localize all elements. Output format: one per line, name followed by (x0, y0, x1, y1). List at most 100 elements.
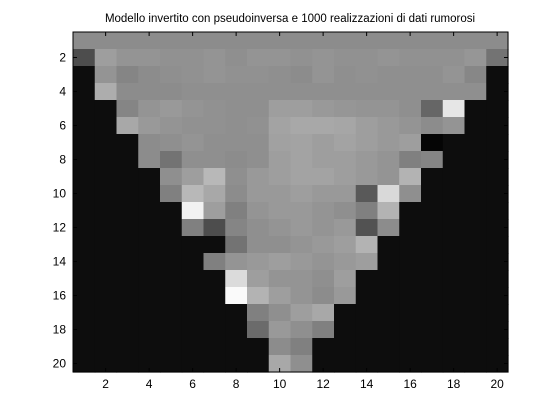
heatmap-cell-r14-c7 (203, 253, 226, 271)
heatmap-cell-r8-c18 (442, 151, 466, 169)
heatmap-cell-r15-c9 (247, 270, 270, 288)
heatmap-cell-r7-c5 (160, 134, 183, 152)
heatmap-cell-r18-c11 (290, 321, 313, 339)
heatmap-cell-r16-c4 (138, 287, 161, 305)
heatmap-cell-r9-c9 (247, 168, 270, 186)
heatmap-cell-r15-c8 (225, 270, 248, 288)
heatmap-cell-r19-c10 (268, 338, 292, 356)
heatmap-cell-r11-c11 (290, 202, 313, 220)
y-tick-label: 10 (53, 187, 67, 201)
heatmap-cell-r5-c4 (138, 100, 161, 118)
heatmap-cell-r15-c7 (203, 270, 226, 288)
heatmap-cell-r15-c19 (464, 270, 487, 288)
heatmap-cell-r16-c18 (442, 287, 466, 305)
heatmap-cell-r4-c4 (138, 83, 161, 101)
heatmap-cell-r20-c2 (94, 355, 118, 373)
heatmap-cell-r18-c13 (334, 321, 357, 339)
heatmap-cell-r11-c3 (116, 202, 139, 220)
heatmap-cell-r18-c14 (355, 321, 379, 339)
x-tick-label: 12 (316, 377, 330, 391)
heatmap-cell-r1-c7 (203, 32, 226, 50)
heatmap-cell-r9-c2 (94, 168, 118, 186)
heatmap-cell-r19-c7 (203, 338, 226, 356)
heatmap-cell-r6-c9 (247, 117, 270, 135)
heatmap-cell-r9-c13 (334, 168, 357, 186)
heatmap-cell-r18-c20 (486, 321, 509, 339)
heatmap-cell-r1-c6 (181, 32, 205, 50)
x-tick-label: 16 (403, 377, 417, 391)
heatmap-cell-r16-c20 (486, 287, 509, 305)
heatmap-cell-r11-c4 (138, 202, 161, 220)
heatmap-cell-r20-c10 (268, 355, 292, 373)
heatmap-cell-r17-c3 (116, 304, 139, 322)
heatmap-cell-r15-c5 (160, 270, 183, 288)
heatmap-cell-r11-c8 (225, 202, 248, 220)
heatmap-cell-r13-c19 (464, 236, 487, 254)
heatmap-cell-r8-c8 (225, 151, 248, 169)
heatmap-cell-r6-c20 (486, 117, 509, 135)
heatmap-cell-r20-c14 (355, 355, 379, 373)
heatmap-cell-r3-c5 (160, 66, 183, 84)
heatmap-cell-r7-c9 (247, 134, 270, 152)
heatmap-cell-r9-c12 (312, 168, 335, 186)
heatmap-cell-r16-c9 (247, 287, 270, 305)
heatmap-cell-r18-c1 (73, 321, 96, 339)
heatmap-cell-r12-c9 (247, 219, 270, 237)
heatmap-cell-r4-c3 (116, 83, 139, 101)
heatmap-cell-r4-c15 (377, 83, 400, 101)
heatmap-cell-r7-c18 (442, 134, 466, 152)
heatmap-cell-r17-c14 (355, 304, 379, 322)
heatmap-cell-r18-c8 (225, 321, 248, 339)
heatmap-cell-r1-c11 (290, 32, 313, 50)
heatmap-cell-r12-c10 (268, 219, 292, 237)
heatmap-cell-r3-c6 (181, 66, 205, 84)
heatmap-cell-r16-c19 (464, 287, 487, 305)
heatmap-cell-r13-c14 (355, 236, 379, 254)
heatmap-cell-r6-c6 (181, 117, 205, 135)
y-tick-label: 18 (53, 323, 67, 337)
heatmap-cell-r18-c4 (138, 321, 161, 339)
heatmap-cell-r11-c17 (421, 202, 444, 220)
heatmap-cell-r14-c11 (290, 253, 313, 271)
heatmap-cell-r2-c7 (203, 49, 226, 67)
heatmap-cell-r12-c11 (290, 219, 313, 237)
heatmap-cell-r6-c13 (334, 117, 357, 135)
heatmap-cell-r7-c19 (464, 134, 487, 152)
heatmap-cell-r10-c2 (94, 185, 118, 203)
heatmap-cell-r9-c17 (421, 168, 444, 186)
heatmap-cell-r17-c1 (73, 304, 96, 322)
heatmap-cell-r8-c5 (160, 151, 183, 169)
heatmap-cell-r15-c18 (442, 270, 466, 288)
heatmap-cell-r6-c12 (312, 117, 335, 135)
heatmap-cell-r5-c6 (181, 100, 205, 118)
heatmap-cell-r14-c10 (268, 253, 292, 271)
heatmap-cell-r8-c7 (203, 151, 226, 169)
heatmap-cell-r1-c3 (116, 32, 139, 50)
heatmap-cell-r19-c2 (94, 338, 118, 356)
heatmap-cell-r5-c11 (290, 100, 313, 118)
heatmap-cell-r1-c16 (399, 32, 422, 50)
y-tick-label: 8 (59, 153, 66, 167)
heatmap-cell-r19-c9 (247, 338, 270, 356)
heatmap-cell-r20-c20 (486, 355, 509, 373)
heatmap-cell-r19-c19 (464, 338, 487, 356)
y-tick-label: 6 (59, 119, 66, 133)
heatmap-cell-r20-c12 (312, 355, 335, 373)
heatmap-cell-r10-c13 (334, 185, 357, 203)
heatmap-cell-r20-c3 (116, 355, 139, 373)
heatmap-cell-r3-c10 (268, 66, 292, 84)
heatmap-cell-r4-c7 (203, 83, 226, 101)
heatmap-cell-r19-c20 (486, 338, 509, 356)
heatmap-cell-r18-c19 (464, 321, 487, 339)
heatmap-cell-r8-c12 (312, 151, 335, 169)
heatmap-cell-r6-c19 (464, 117, 487, 135)
heatmap-cell-r10-c15 (377, 185, 400, 203)
x-tick-label: 4 (146, 377, 153, 391)
heatmap-cell-r2-c14 (355, 49, 379, 67)
heatmap-cell-r13-c3 (116, 236, 139, 254)
heatmap-cell-r8-c20 (486, 151, 509, 169)
heatmap-cell-r1-c4 (138, 32, 161, 50)
heatmap-cell-r7-c15 (377, 134, 400, 152)
heatmap-cell-r5-c3 (116, 100, 139, 118)
heatmap-cell-r3-c20 (486, 66, 509, 84)
